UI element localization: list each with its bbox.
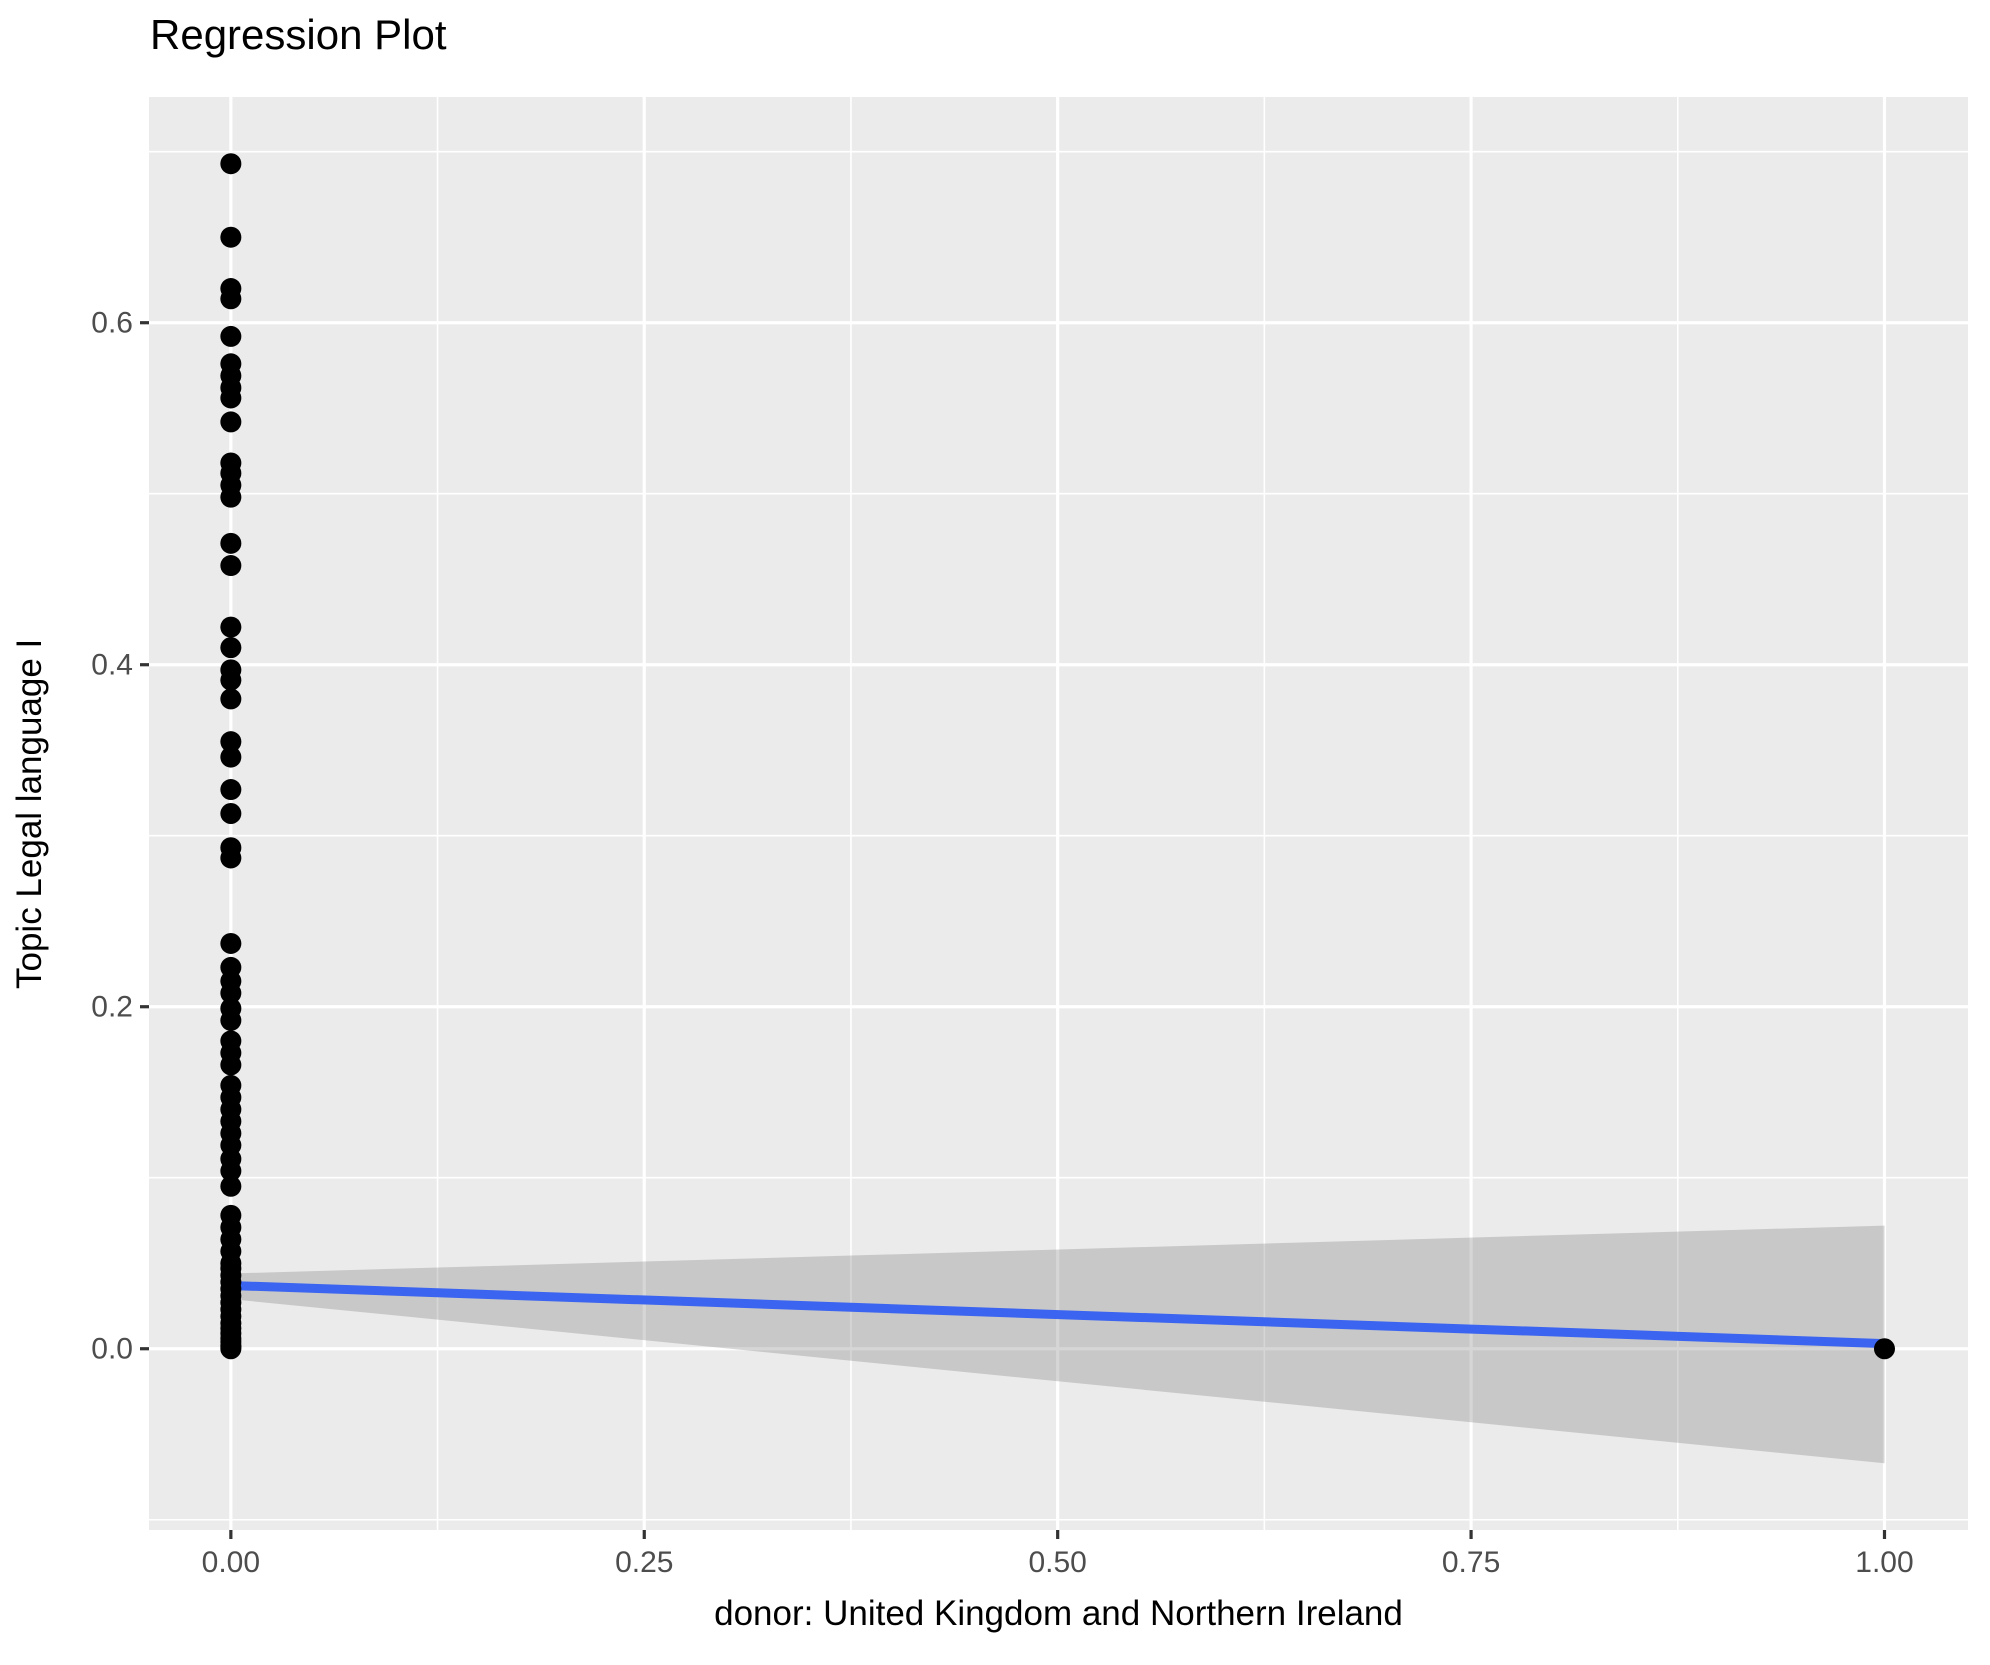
y-tick-label: 0.2 (91, 991, 133, 1024)
data-point (220, 532, 242, 554)
data-point (220, 688, 242, 710)
y-tick-label: 0.6 (91, 307, 133, 340)
confidence-band (230, 1225, 1885, 1464)
y-axis-title: Topic Legal language I (10, 638, 49, 989)
regression-line (226, 1280, 1889, 1349)
data-point (220, 746, 242, 768)
data-point (220, 731, 242, 753)
data-point (220, 555, 242, 577)
data-point (220, 325, 242, 347)
data-point (220, 1175, 242, 1197)
data-point (220, 1009, 242, 1031)
tick-labels: 0.00 0.25 0.50 0.75 1.00 0.0 0.2 0.4 0.6 (91, 307, 1913, 1579)
x-tick-label: 0.25 (615, 1546, 673, 1579)
x-tick-label: 0.75 (1442, 1546, 1500, 1579)
data-point (220, 637, 242, 659)
data-point (220, 779, 242, 801)
data-point (1873, 1338, 1895, 1360)
x-tick-label: 0.00 (202, 1546, 260, 1579)
data-point (220, 1054, 242, 1076)
data-point (220, 226, 242, 248)
data-point (220, 387, 242, 409)
data-point (220, 616, 242, 638)
data-point (220, 1338, 242, 1360)
x-axis-title: donor: United Kingdom and Northern Irela… (714, 1594, 1403, 1633)
plot-title: Regression Plot (150, 11, 447, 58)
data-point (220, 847, 242, 869)
data-point (220, 982, 242, 1004)
data-point (220, 288, 242, 310)
data-point (220, 153, 242, 175)
data-point (220, 411, 242, 433)
x-tick-label: 1.00 (1855, 1546, 1913, 1579)
data-point (220, 932, 242, 954)
scatter-points (220, 153, 1895, 1360)
y-tick-label: 0.0 (91, 1333, 133, 1366)
data-point (220, 486, 242, 508)
y-tick-label: 0.4 (91, 649, 133, 682)
x-tick-label: 0.50 (1028, 1546, 1086, 1579)
axis-ticks (140, 321, 1887, 1539)
data-point (220, 669, 242, 691)
data-point (220, 803, 242, 824)
data-point (220, 1160, 242, 1182)
